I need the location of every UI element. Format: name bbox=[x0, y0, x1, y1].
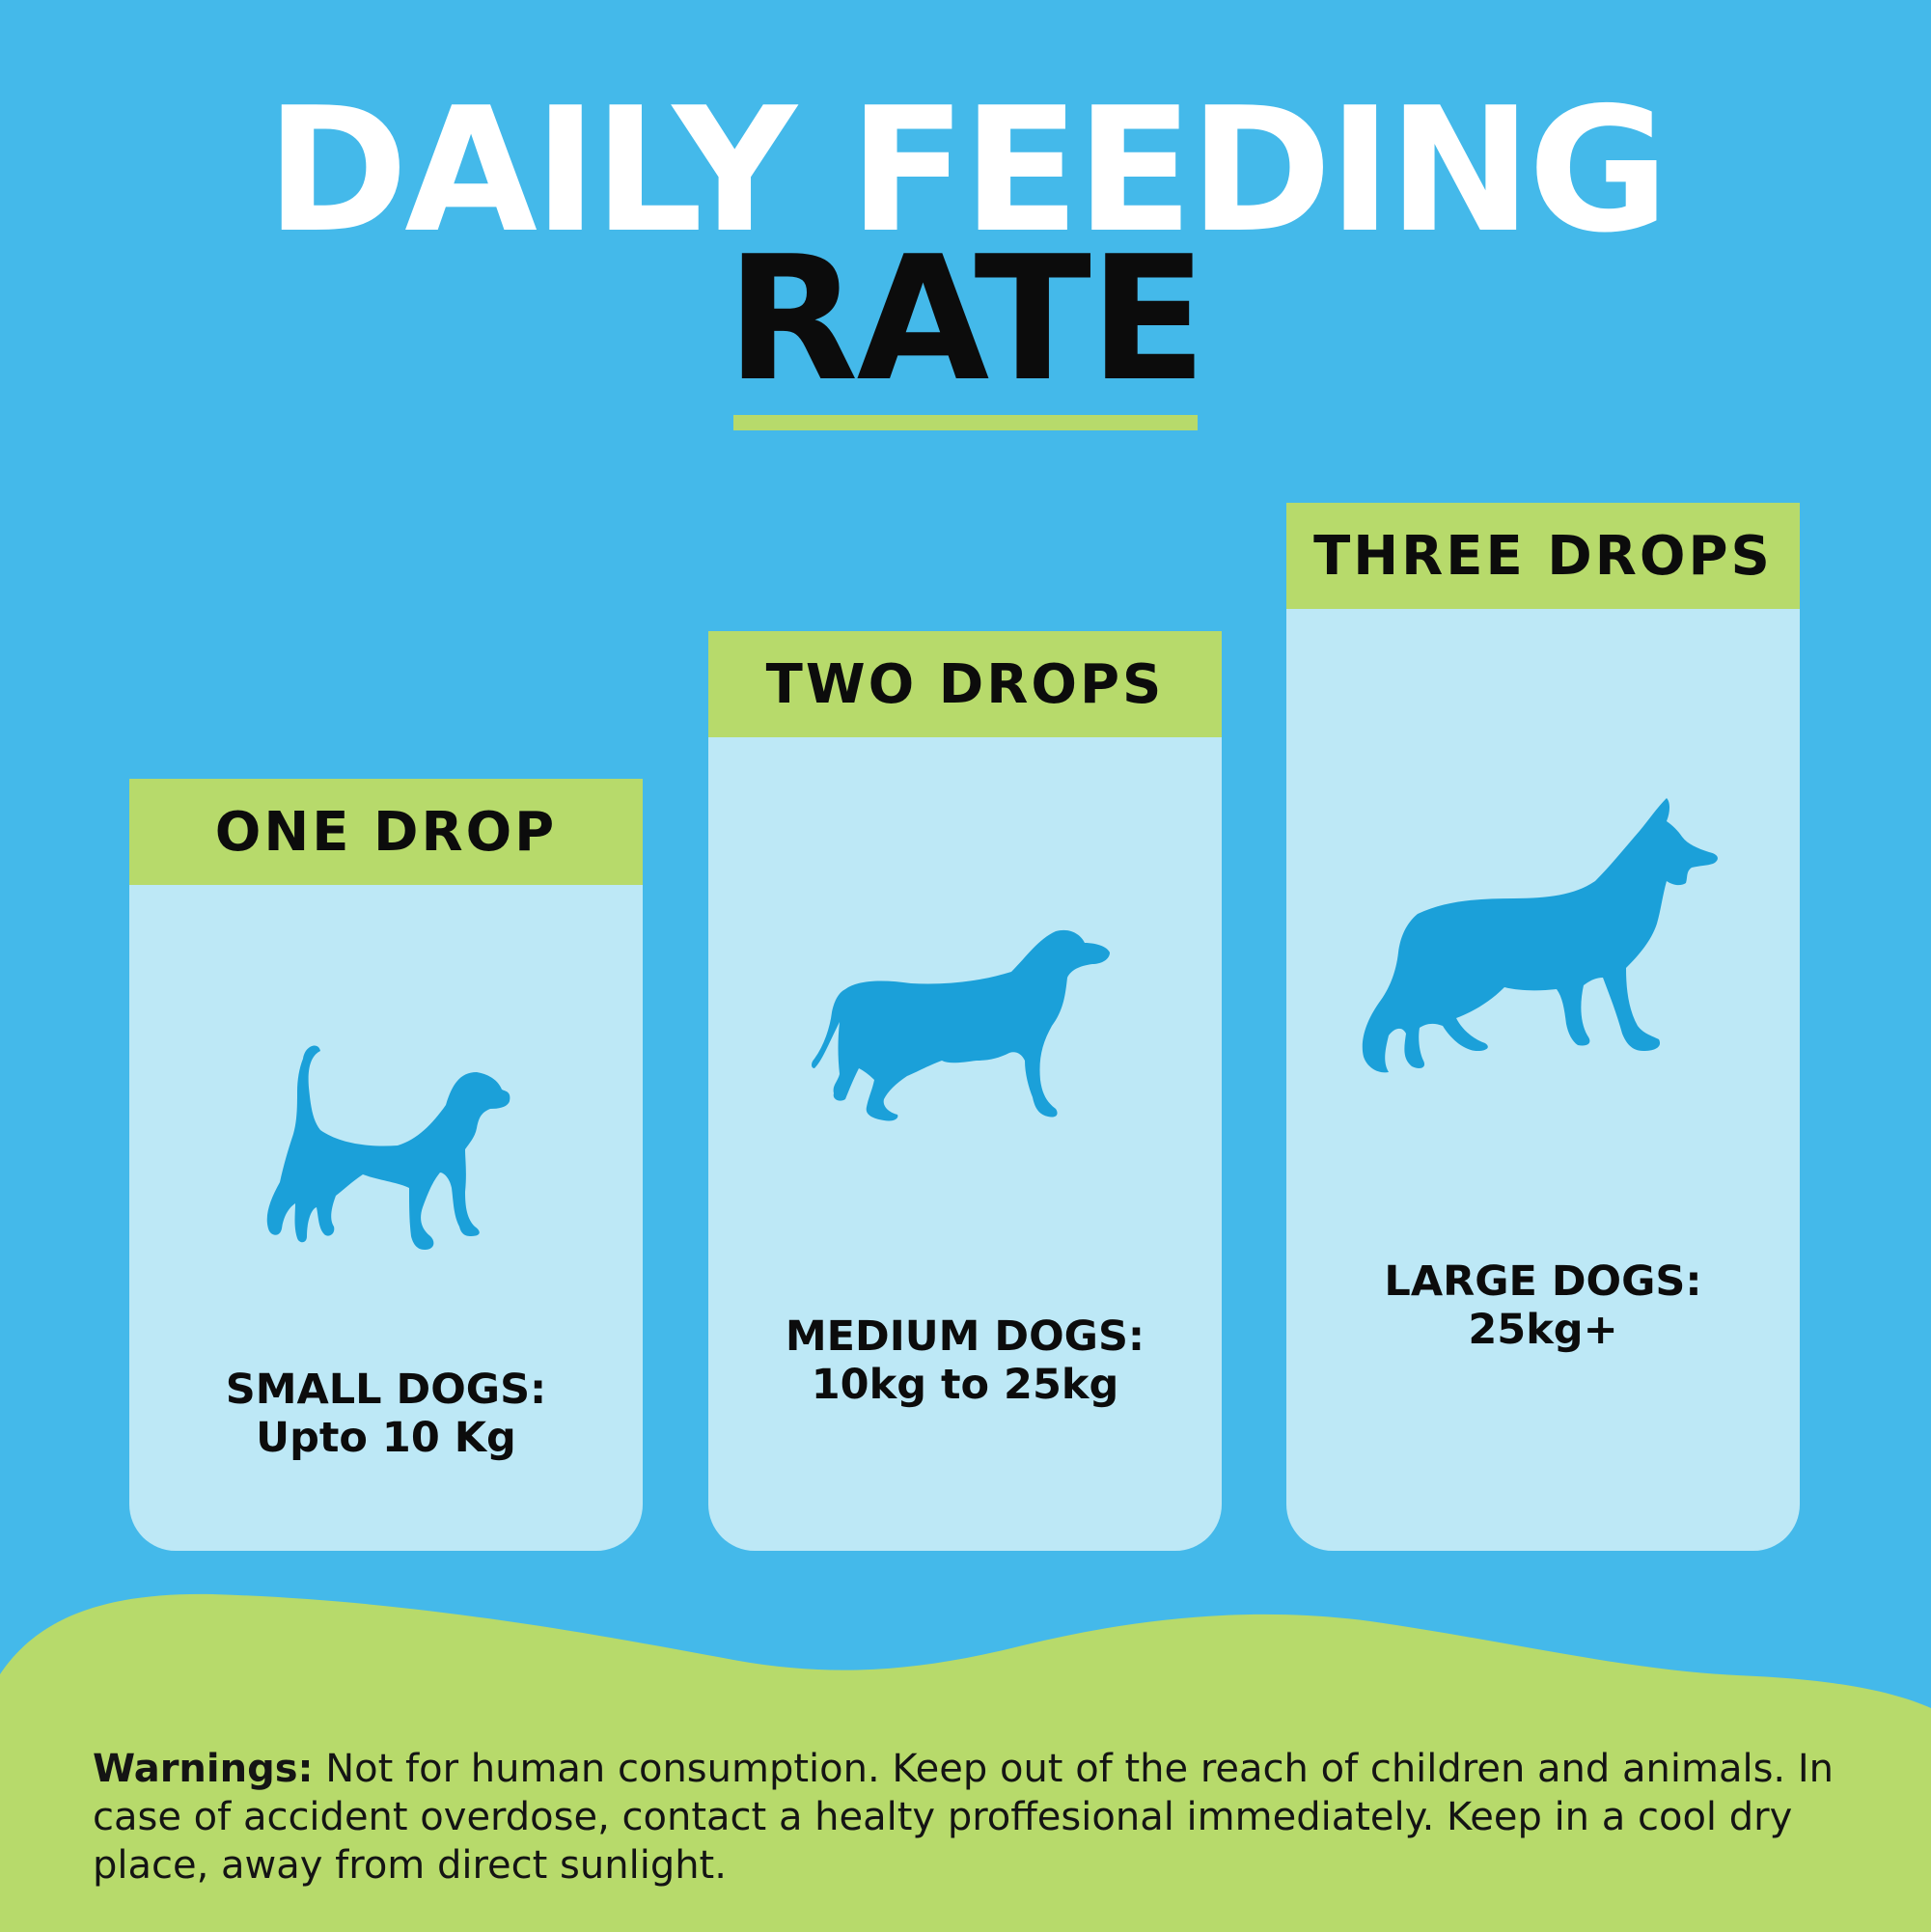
medium-dog-icon bbox=[812, 929, 1110, 1121]
card-header: THREE DROPS bbox=[1286, 503, 1800, 609]
feeding-card-medium: TWO DROPS MEDIUM DOGS: 10kg to 25kg bbox=[708, 631, 1222, 1551]
dog-weight-range: 25kg+ bbox=[1468, 1306, 1618, 1354]
title-line-2: RATE bbox=[726, 219, 1206, 419]
dog-size-label: LARGE DOGS: 25kg+ bbox=[1286, 1257, 1800, 1354]
warnings-label: Warnings: bbox=[93, 1747, 314, 1791]
dog-size-category: MEDIUM DOGS: bbox=[785, 1312, 1145, 1361]
warnings-text: Warnings: Not for human consumption. Kee… bbox=[93, 1745, 1859, 1890]
title-line-1: DAILY FEEDING bbox=[265, 70, 1669, 270]
title-underline bbox=[733, 415, 1198, 430]
dog-size-category: LARGE DOGS: bbox=[1384, 1257, 1702, 1306]
dog-weight-range: 10kg to 25kg bbox=[811, 1361, 1119, 1409]
card-header: ONE DROP bbox=[129, 779, 643, 885]
warnings-body: Not for human consumption. Keep out of t… bbox=[93, 1747, 1834, 1888]
card-header: TWO DROPS bbox=[708, 631, 1222, 737]
large-dog-icon bbox=[1362, 798, 1718, 1073]
feeding-card-small: ONE DROP SMALL DOGS: Upto 10 Kg bbox=[129, 779, 643, 1551]
dog-weight-range: Upto 10 Kg bbox=[256, 1414, 516, 1462]
feeding-card-large: THREE DROPS LARGE DOGS: 25kg+ bbox=[1286, 503, 1800, 1551]
small-dog-icon bbox=[266, 1045, 510, 1250]
dog-size-label: SMALL DOGS: Upto 10 Kg bbox=[129, 1366, 643, 1462]
dog-size-category: SMALL DOGS: bbox=[225, 1366, 547, 1414]
dog-size-label: MEDIUM DOGS: 10kg to 25kg bbox=[708, 1312, 1222, 1409]
